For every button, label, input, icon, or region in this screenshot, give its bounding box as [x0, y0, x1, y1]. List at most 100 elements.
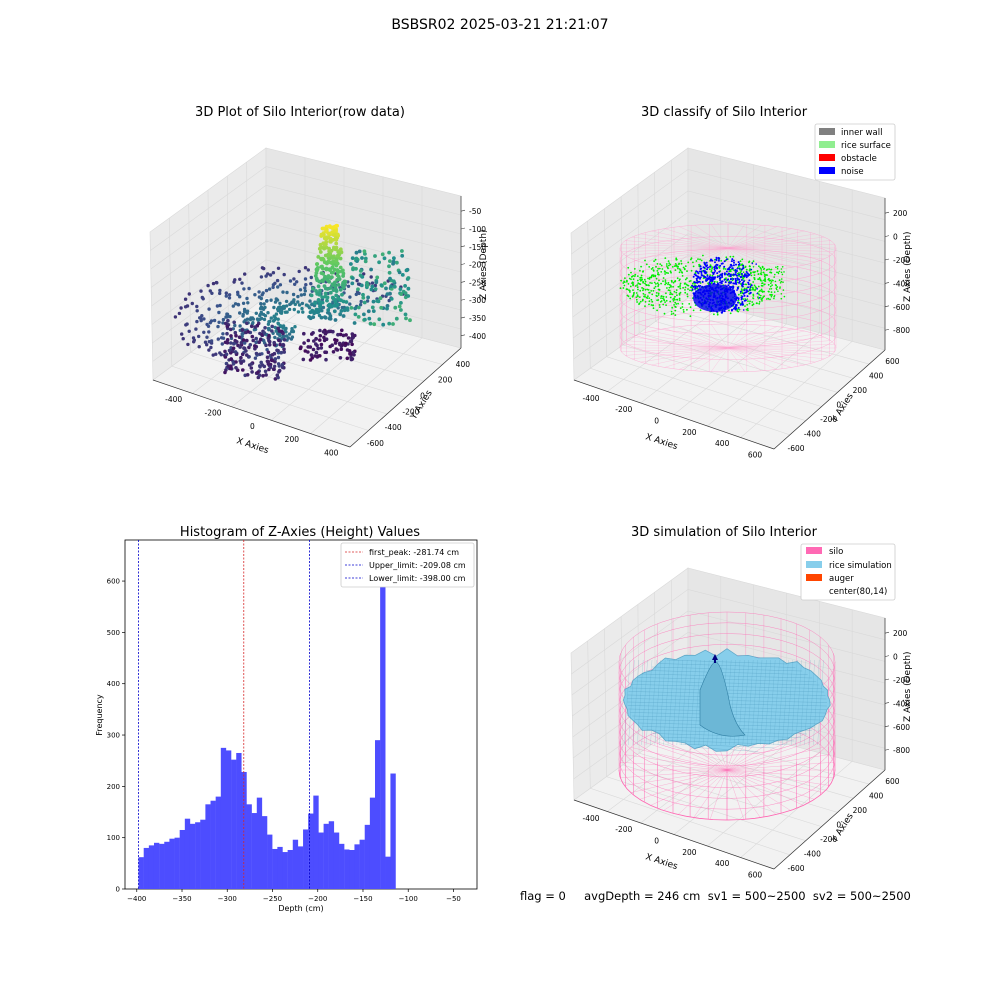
- z-tick: [460, 245, 466, 248]
- silo-spoke: [651, 247, 729, 266]
- rice-surface-point: [777, 272, 780, 275]
- rice-surface-point: [753, 274, 756, 276]
- cloud-point: [303, 289, 307, 293]
- noise-point: [756, 292, 759, 295]
- cloud-point: [181, 337, 185, 341]
- noise-point: [716, 267, 719, 270]
- cloud-point: [271, 367, 276, 372]
- cloud-point: [321, 305, 326, 310]
- cloud-point: [218, 303, 222, 308]
- cloud-point: [382, 281, 387, 286]
- noise-point: [719, 264, 722, 267]
- cloud-point: [392, 284, 397, 289]
- rice-surface-point: [652, 304, 654, 306]
- cloud-point: [340, 305, 344, 310]
- rice-surface-point: [672, 285, 674, 288]
- y-axis-line: [773, 349, 886, 450]
- rice-surface-point: [652, 307, 655, 310]
- rice-surface-point: [687, 288, 689, 290]
- rice-surface-point: [760, 273, 763, 276]
- histogram-bar: [241, 771, 247, 889]
- cloud-point: [202, 317, 206, 321]
- cloud-point: [273, 377, 278, 381]
- rice-surface-point: [642, 287, 645, 290]
- noise-point: [730, 260, 733, 263]
- panel2-title: 3D classify of Silo Interior: [641, 105, 808, 120]
- rice-surface-point: [657, 285, 659, 287]
- cloud-point: [296, 310, 301, 314]
- cloud-point: [179, 306, 183, 310]
- cloud-point: [224, 294, 228, 298]
- rice-surface-point: [675, 257, 678, 260]
- y-tick-label: 500: [107, 629, 120, 637]
- silo-spoke: [727, 236, 825, 249]
- cloud-point: [231, 346, 236, 351]
- cloud-point: [198, 316, 202, 320]
- cloud-point: [266, 362, 271, 366]
- rice-surface-point: [678, 263, 680, 266]
- cloud-point: [312, 311, 316, 316]
- legend-label-obstacle: obstacle: [841, 154, 877, 164]
- noise-point: [738, 273, 740, 276]
- rice-surface-point: [620, 279, 622, 282]
- cloud-point: [253, 293, 257, 297]
- panel4-rice-simulation-surface: [622, 648, 831, 752]
- grid-line: [640, 164, 755, 404]
- cloud-point: [244, 349, 248, 353]
- cloud-point: [284, 326, 288, 331]
- cloud-point: [296, 300, 300, 304]
- cloud-point: [315, 278, 320, 283]
- cloud-point: [345, 356, 350, 361]
- noise-point: [712, 276, 714, 279]
- z-tick-label: -400: [893, 279, 910, 288]
- x-tick-label: −300: [218, 895, 237, 903]
- rice-surface-point: [677, 267, 679, 270]
- rice-surface-point: [759, 278, 762, 281]
- cloud-point: [313, 274, 318, 278]
- cloud-point: [303, 277, 308, 281]
- z-tick: [884, 211, 890, 214]
- rice-surface-point: [670, 271, 672, 274]
- rice-surface-point: [682, 311, 685, 313]
- cloud-point: [408, 318, 412, 323]
- rice-surface-point: [740, 270, 742, 272]
- rice-surface-point: [639, 276, 642, 279]
- rice-surface-point: [761, 300, 763, 302]
- silo-spoke: [650, 734, 728, 771]
- silo-spoke: [727, 225, 762, 249]
- rice-surface-point: [775, 288, 778, 291]
- rice-surface-point: [673, 290, 676, 293]
- cloud-point: [319, 245, 323, 250]
- rice-surface-point: [739, 260, 742, 263]
- rice-surface-point: [659, 263, 662, 265]
- rice-surface-point: [697, 258, 699, 260]
- cloud-point: [242, 346, 246, 350]
- panel4-legend: silo rice simulation auger center(80,14): [800, 543, 896, 601]
- noise-point: [704, 276, 707, 279]
- noise-point: [743, 294, 746, 297]
- cloud-point: [195, 309, 199, 313]
- cloud-point: [225, 312, 229, 316]
- rice-surface-point: [657, 272, 659, 274]
- rice-surface-point: [718, 266, 720, 268]
- cloud-point: [210, 291, 214, 295]
- cloud-point: [239, 361, 243, 365]
- cloud-point: [341, 333, 346, 338]
- rice-surface-point: [676, 277, 679, 280]
- rice-surface-point: [651, 267, 654, 269]
- silo-spoke: [678, 247, 729, 270]
- noise-point: [716, 264, 719, 266]
- cloud-point: [380, 252, 385, 257]
- cloud-point: [361, 292, 365, 297]
- rice-surface-point: [681, 275, 684, 277]
- cloud-point: [267, 343, 272, 347]
- rice-surface-point: [646, 288, 649, 291]
- rice-surface-point: [674, 309, 677, 312]
- noise-point: [698, 270, 701, 273]
- rice-surface-point: [667, 260, 670, 262]
- rice-surface-point: [682, 286, 684, 289]
- silo-spoke: [625, 347, 729, 356]
- cloud-point: [291, 329, 295, 333]
- grid-line: [740, 189, 853, 438]
- silo-spoke: [664, 228, 729, 249]
